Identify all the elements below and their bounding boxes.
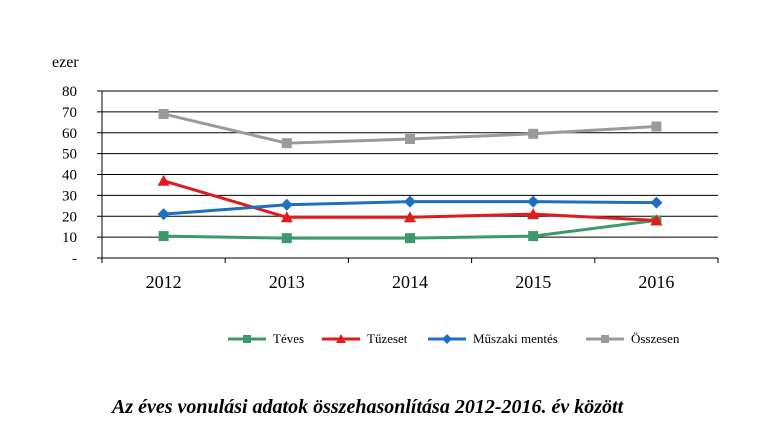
data-point-muszaki-mentes-2016 — [650, 196, 663, 209]
x-tick-label-2016: 2016 — [638, 272, 674, 292]
x-axis-ticks: 2012 2013 2014 2015 2016 — [101, 258, 719, 292]
legend-label-teves: Téves — [273, 331, 304, 346]
grid-lines — [102, 90, 718, 238]
legend-marker-tuzeset — [336, 334, 346, 343]
data-point-teves-2012 — [158, 231, 169, 242]
y-tick-label: 20 — [62, 209, 77, 225]
data-point-muszaki-mentes-2012 — [157, 208, 170, 221]
legend-item-tuzeset: Tűzeset — [322, 331, 408, 346]
legend-label-muszaki-mentes: Műszaki mentés — [473, 331, 558, 346]
y-tick-label: 60 — [62, 126, 77, 142]
data-point-tuzeset-2013 — [280, 211, 293, 223]
y-tick-label: 80 — [62, 84, 77, 100]
y-tick-label: 70 — [62, 105, 77, 121]
legend-marker-osszesen — [601, 335, 609, 343]
x-tick-label-2013: 2013 — [269, 272, 305, 292]
y-axis-ticks: 80 70 60 50 40 30 20 10 - — [62, 84, 102, 267]
series-muszaki-mentes — [157, 195, 663, 221]
y-tick-label: - — [72, 251, 77, 267]
legend-label-osszesen: Összesen — [631, 331, 680, 346]
x-tick-label-2014: 2014 — [392, 272, 428, 292]
data-point-tuzeset-2015 — [527, 208, 540, 220]
data-point-tuzeset-2012 — [157, 174, 170, 186]
legend-marker-teves — [243, 335, 251, 343]
data-point-tuzeset-2014 — [404, 211, 416, 223]
unit-label: ezer — [52, 54, 79, 71]
y-tick-label: 30 — [62, 188, 77, 204]
data-point-teves-2015 — [528, 231, 539, 242]
x-tick-label-2015: 2015 — [515, 272, 551, 292]
data-point-muszaki-mentes-2015 — [527, 195, 540, 208]
data-point-teves-2014 — [405, 233, 415, 244]
y-tick-label: 50 — [62, 147, 77, 163]
data-point-osszesen-2016 — [651, 121, 662, 132]
series-group — [157, 108, 663, 244]
legend-item-osszesen: Összesen — [586, 331, 680, 346]
data-point-tuzeset-2016 — [650, 214, 663, 226]
legend: Téves Tűzeset Műszaki mentés Összesen — [228, 331, 680, 346]
data-point-osszesen-2012 — [158, 108, 169, 119]
data-point-muszaki-mentes-2014 — [404, 195, 416, 208]
data-point-osszesen-2013 — [281, 138, 292, 149]
series-osszesen — [158, 108, 662, 149]
data-point-muszaki-mentes-2013 — [280, 198, 293, 211]
legend-label-tuzeset: Tűzeset — [367, 331, 408, 346]
legend-marker-muszaki-mentes — [442, 334, 452, 344]
data-point-teves-2013 — [281, 233, 292, 244]
x-tick-label-2012: 2012 — [146, 272, 182, 292]
legend-item-muszaki-mentes: Műszaki mentés — [428, 331, 558, 346]
chart-caption: Az éves vonulási adatok összehasonlítása… — [112, 396, 624, 418]
y-tick-label: 40 — [62, 168, 77, 184]
series-tuzeset — [157, 174, 663, 226]
data-point-osszesen-2014 — [405, 134, 415, 145]
data-point-osszesen-2015 — [528, 128, 539, 139]
legend-item-teves: Téves — [228, 331, 304, 346]
y-tick-label: 10 — [62, 230, 77, 246]
